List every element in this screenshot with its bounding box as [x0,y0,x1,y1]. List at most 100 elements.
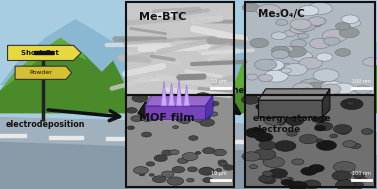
Polygon shape [15,66,72,79]
Circle shape [336,22,350,30]
Text: Short Cut: Short Cut [21,50,58,56]
Circle shape [299,88,316,96]
Bar [0,134,26,137]
Circle shape [359,178,368,182]
Circle shape [292,115,304,122]
Text: 10 μm: 10 μm [211,171,227,176]
Circle shape [126,108,137,113]
Circle shape [334,161,356,172]
Circle shape [284,46,307,57]
Circle shape [308,2,332,15]
Circle shape [291,40,307,47]
Circle shape [355,86,371,94]
Circle shape [322,29,348,42]
Circle shape [264,115,285,125]
Bar [126,95,234,187]
Text: electrodeposition: electrodeposition [6,120,85,129]
Circle shape [271,46,290,55]
Text: 100 nm: 100 nm [352,171,371,176]
Circle shape [291,51,313,62]
Circle shape [139,173,145,176]
Circle shape [203,177,213,183]
Circle shape [132,94,148,102]
Circle shape [274,141,296,151]
Circle shape [188,167,197,172]
Circle shape [141,111,153,118]
Bar [126,2,234,95]
Circle shape [177,103,182,105]
Circle shape [281,46,293,52]
Bar [245,2,375,95]
Polygon shape [169,83,175,106]
Circle shape [173,126,178,129]
Circle shape [259,141,276,149]
Bar [245,95,375,187]
Circle shape [336,180,356,189]
Bar [49,136,83,139]
Circle shape [176,115,192,123]
Circle shape [313,18,326,25]
Text: MOF film: MOF film [139,113,195,123]
Circle shape [303,180,321,189]
Circle shape [339,28,359,38]
Circle shape [338,129,349,134]
Circle shape [273,101,291,110]
Circle shape [167,177,184,185]
Circle shape [287,131,297,136]
Circle shape [194,108,210,116]
Circle shape [285,177,294,181]
Circle shape [281,179,294,186]
Circle shape [256,103,270,110]
Circle shape [242,3,259,12]
Circle shape [309,164,324,172]
Circle shape [162,150,173,156]
Circle shape [254,149,276,160]
Circle shape [241,95,259,104]
Polygon shape [0,38,126,113]
Circle shape [299,57,322,69]
Circle shape [276,63,293,71]
Polygon shape [258,100,322,117]
Circle shape [254,59,277,70]
Circle shape [181,119,190,124]
Circle shape [216,169,222,172]
Circle shape [346,101,354,105]
Circle shape [218,160,226,164]
Circle shape [281,68,291,73]
Circle shape [256,5,281,17]
Circle shape [263,157,285,168]
Circle shape [248,154,257,159]
Circle shape [301,167,317,175]
Bar [162,139,196,142]
Bar [126,2,234,95]
Circle shape [313,69,339,82]
Polygon shape [138,102,213,119]
Circle shape [178,158,188,163]
Circle shape [341,98,363,110]
Circle shape [299,5,319,16]
Circle shape [196,113,211,120]
Polygon shape [161,81,167,106]
Circle shape [268,169,288,178]
Circle shape [182,99,191,104]
Circle shape [242,152,261,161]
Circle shape [363,58,377,66]
Circle shape [262,177,276,184]
Circle shape [290,19,311,30]
Circle shape [246,74,258,80]
Circle shape [299,135,318,144]
Polygon shape [145,106,205,119]
Polygon shape [258,89,330,100]
Polygon shape [205,94,213,119]
Text: thermolysis: thermolysis [230,86,283,95]
Circle shape [154,155,167,161]
Circle shape [291,105,310,114]
Bar [275,141,309,144]
Circle shape [141,132,152,137]
Circle shape [334,125,352,134]
Circle shape [170,104,183,111]
Circle shape [259,74,273,81]
Bar [245,95,375,187]
Circle shape [187,178,194,182]
Circle shape [195,105,211,112]
